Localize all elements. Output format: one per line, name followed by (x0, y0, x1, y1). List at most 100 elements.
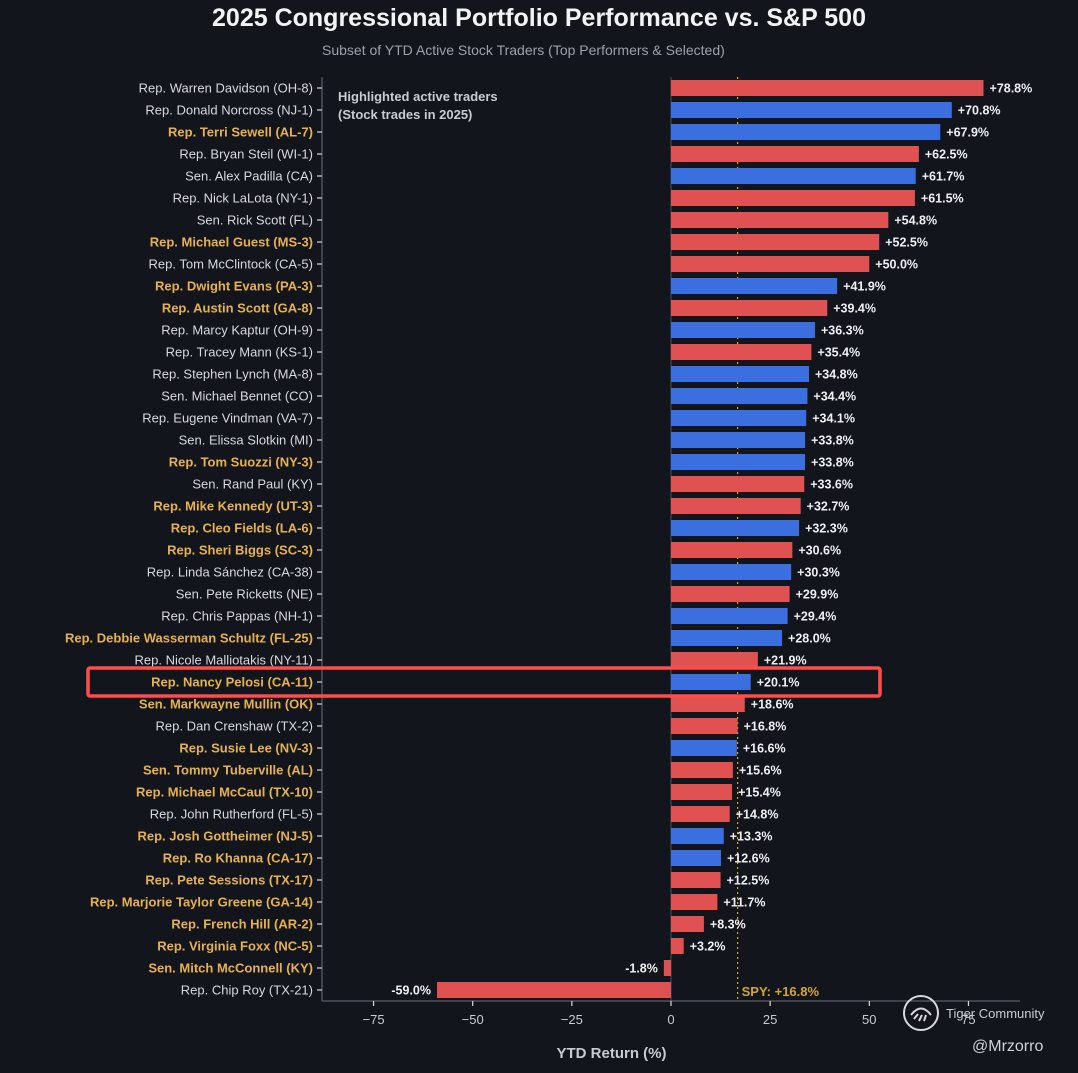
category-label: Rep. Tracey Mann (KS-1) (166, 345, 313, 360)
bar (671, 366, 810, 382)
chart-subtitle: Subset of YTD Active Stock Traders (Top … (322, 42, 725, 58)
value-label: +35.4% (817, 346, 860, 360)
category-label: Rep. Chris Pappas (NH-1) (161, 609, 313, 624)
category-label: Rep. Austin Scott (GA-8) (162, 301, 313, 316)
bar (671, 762, 733, 778)
category-label: Rep. Eugene Vindman (VA-7) (142, 411, 313, 426)
value-label: +15.4% (738, 786, 781, 800)
category-label: Rep. Dwight Evans (PA-3) (155, 279, 313, 294)
category-label: Rep. Virginia Foxx (NC-5) (157, 939, 313, 954)
category-label: Sen. Alex Padilla (CA) (185, 169, 313, 184)
bar (671, 102, 952, 118)
category-label: Rep. Susie Lee (NV-3) (179, 741, 313, 756)
bar (671, 124, 941, 140)
value-label: +8.3% (710, 918, 746, 932)
value-label: +33.8% (811, 456, 854, 470)
value-label: +13.3% (730, 830, 773, 844)
bar (671, 498, 801, 514)
value-label: +30.6% (798, 544, 841, 558)
value-label: +28.0% (788, 632, 831, 646)
category-label: Sen. Mitch McConnell (KY) (148, 961, 313, 976)
bar (671, 410, 807, 426)
value-label: +34.8% (815, 368, 858, 382)
chart-title: 2025 Congressional Portfolio Performance… (212, 4, 866, 32)
category-label: Rep. Sheri Biggs (SC-3) (167, 543, 313, 558)
bar (671, 454, 806, 470)
bar (671, 234, 880, 250)
bar (663, 960, 671, 976)
value-label: +41.9% (843, 280, 886, 294)
bar (671, 190, 915, 206)
bar (671, 894, 718, 910)
x-tick-label: 50 (862, 1012, 876, 1027)
bar (671, 476, 805, 492)
category-label: Sen. Rand Paul (KY) (192, 477, 313, 492)
x-tick-label: −50 (462, 1012, 484, 1027)
value-label: +12.6% (727, 852, 770, 866)
bar (671, 278, 838, 294)
value-label: +32.7% (807, 500, 850, 514)
bar (671, 256, 870, 272)
bar (671, 322, 815, 338)
highlight-box (86, 666, 882, 698)
category-label: Sen. Michael Bennet (CO) (161, 389, 313, 404)
spy-reference-label: SPY: +16.8% (742, 984, 820, 999)
tiger-logo-icon (903, 995, 939, 1031)
category-label: Sen. Markwayne Mullin (OK) (139, 697, 313, 712)
value-label: +34.1% (812, 412, 855, 426)
category-label: Rep. Michael McCaul (TX-10) (136, 785, 313, 800)
x-tick-label: −75 (363, 1012, 385, 1027)
value-label: +62.5% (925, 148, 968, 162)
category-label: Rep. Ro Khanna (CA-17) (163, 851, 313, 866)
value-label: +21.9% (764, 654, 807, 668)
category-label: Rep. Linda Sánchez (CA-38) (147, 565, 313, 580)
category-label: Rep. Nick LaLota (NY-1) (173, 191, 313, 206)
bar (671, 696, 745, 712)
value-label: +14.8% (736, 808, 779, 822)
bar (671, 212, 889, 228)
x-tick-label: −25 (561, 1012, 583, 1027)
bar (671, 630, 783, 646)
bar (671, 608, 788, 624)
category-label: Rep. Terri Sewell (AL-7) (168, 125, 313, 140)
watermark-handle: @Mrzorro (972, 1038, 1044, 1055)
bar (437, 982, 671, 998)
value-label: +30.3% (797, 566, 840, 580)
value-label: +3.2% (690, 940, 726, 954)
category-label: Rep. Chip Roy (TX-21) (181, 983, 313, 998)
category-label: Rep. Cleo Fields (LA-6) (171, 521, 313, 536)
x-axis-label: YTD Return (%) (557, 1045, 667, 1062)
category-label: Rep. John Rutherford (FL-5) (150, 807, 313, 822)
category-label: Rep. Donald Norcross (NJ-1) (145, 103, 313, 118)
category-label: Rep. Josh Gottheimer (NJ-5) (137, 829, 313, 844)
bar (671, 520, 800, 536)
bar (671, 938, 684, 954)
category-label: Rep. Pete Sessions (TX-17) (145, 873, 313, 888)
category-label: Rep. Stephen Lynch (MA-8) (152, 367, 313, 382)
value-label: +33.8% (811, 434, 854, 448)
value-label: +61.7% (922, 170, 965, 184)
bar (671, 828, 724, 844)
value-label: -59.0% (391, 984, 431, 998)
category-label: Rep. Marcy Kaptur (OH-9) (161, 323, 313, 338)
bar (671, 168, 916, 184)
x-tick-label: 25 (763, 1012, 777, 1027)
category-label: Sen. Tommy Tuberville (AL) (143, 763, 313, 778)
category-label: Rep. Warren Davidson (OH-8) (139, 81, 313, 96)
value-label: +32.3% (805, 522, 848, 536)
value-label: +18.6% (751, 698, 794, 712)
bar (671, 344, 812, 360)
bar (671, 388, 808, 404)
value-label: +70.8% (958, 104, 1001, 118)
category-label: Sen. Pete Ricketts (NE) (176, 587, 313, 602)
value-label: +78.8% (990, 82, 1033, 96)
value-label: +29.9% (796, 588, 839, 602)
value-label: +16.6% (743, 742, 786, 756)
bar (671, 432, 806, 448)
value-label: +34.4% (813, 390, 856, 404)
value-label: +20.1% (757, 676, 800, 690)
category-label: Rep. Dan Crenshaw (TX-2) (156, 719, 314, 734)
value-label: +61.5% (921, 192, 964, 206)
legend-note-line: Highlighted active traders (338, 89, 498, 104)
